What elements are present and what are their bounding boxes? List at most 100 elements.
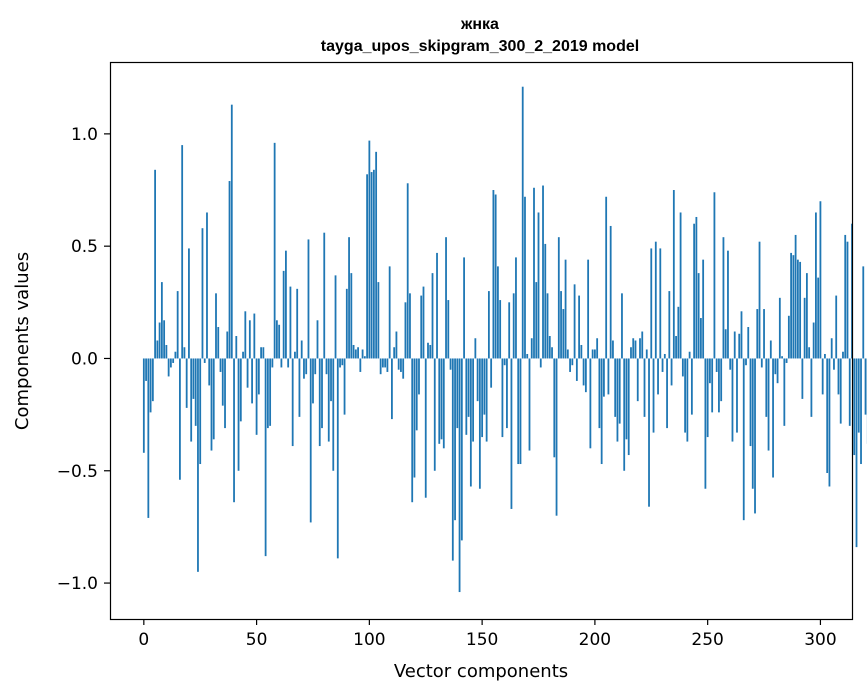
bar-118 xyxy=(409,293,411,359)
bar-194 xyxy=(580,344,583,359)
bar-170 xyxy=(526,353,529,359)
bar-11 xyxy=(167,358,170,377)
y-tick-label-2: 0.0 xyxy=(71,349,98,369)
bar-68 xyxy=(296,288,299,359)
bar-115 xyxy=(402,358,405,379)
bar-6 xyxy=(156,340,159,359)
bar-286 xyxy=(787,315,790,359)
bar-138 xyxy=(454,358,456,521)
bar-199 xyxy=(591,349,594,359)
bar-124 xyxy=(422,286,425,359)
bar-96 xyxy=(359,358,362,372)
bar-269 xyxy=(749,358,752,447)
bar-141 xyxy=(460,358,463,541)
bar-32 xyxy=(215,293,217,359)
bar-265 xyxy=(740,311,743,359)
bar-183 xyxy=(555,358,558,516)
bar-100 xyxy=(368,140,371,359)
bar-257 xyxy=(722,237,725,359)
bar-133 xyxy=(442,358,445,449)
bar-169 xyxy=(524,196,526,359)
bar-281 xyxy=(776,358,779,384)
y-tick-label-4: 1.0 xyxy=(71,125,98,145)
x-axis-label: Vector components xyxy=(394,661,568,682)
bar-120 xyxy=(413,358,416,478)
bar-249 xyxy=(704,358,707,489)
bar-53 xyxy=(262,347,265,359)
bar-302 xyxy=(824,353,826,359)
bar-159 xyxy=(501,358,504,438)
bar-137 xyxy=(451,358,454,561)
bar-10 xyxy=(165,344,168,359)
bar-70 xyxy=(300,340,303,359)
bar-303 xyxy=(826,358,829,474)
bar-117 xyxy=(406,183,409,359)
bar-7 xyxy=(158,322,161,359)
bar-127 xyxy=(429,344,432,359)
bar-35 xyxy=(221,358,224,406)
bar-113 xyxy=(397,358,400,370)
bar-164 xyxy=(512,293,515,359)
bar-63 xyxy=(285,250,287,359)
bar-65 xyxy=(289,286,292,359)
bar-56 xyxy=(269,358,272,426)
bar-301 xyxy=(821,358,824,395)
bar-116 xyxy=(404,302,407,359)
bar-192 xyxy=(575,358,578,381)
bar-34 xyxy=(219,358,222,372)
bar-202 xyxy=(598,358,601,429)
bar-71 xyxy=(303,358,305,379)
bar-279 xyxy=(772,358,774,478)
bar-134 xyxy=(445,237,447,359)
chart-subtitle: tayga_upos_skipgram_300_2_2019 model xyxy=(321,38,639,55)
bar-293 xyxy=(803,297,806,359)
bar-226 xyxy=(652,358,655,433)
bar-143 xyxy=(465,358,468,435)
bar-49 xyxy=(253,313,256,359)
bar-14 xyxy=(174,351,177,359)
bar-139 xyxy=(456,358,459,429)
bar-252 xyxy=(711,358,714,413)
bar-245 xyxy=(695,216,698,359)
bar-41 xyxy=(235,336,238,359)
bar-85 xyxy=(334,275,337,359)
x-tick-label-1: 50 xyxy=(246,630,268,650)
bar-161 xyxy=(506,358,508,429)
bar-290 xyxy=(796,259,799,359)
bar-18 xyxy=(183,347,186,359)
plot-frame xyxy=(109,61,854,621)
bar-292 xyxy=(801,358,804,399)
bar-114 xyxy=(400,358,402,372)
bar-145 xyxy=(469,358,472,487)
bar-190 xyxy=(571,358,574,366)
bar-29 xyxy=(208,358,211,386)
bar-128 xyxy=(431,273,434,359)
bar-22 xyxy=(192,358,195,399)
bar-264 xyxy=(738,333,741,359)
bar-299 xyxy=(817,277,820,359)
bar-276 xyxy=(765,358,768,417)
bar-61 xyxy=(280,358,283,368)
bar-147 xyxy=(474,338,477,359)
bar-44 xyxy=(242,351,244,359)
bar-9 xyxy=(163,320,166,359)
bar-26 xyxy=(201,228,204,359)
bar-12 xyxy=(169,358,172,368)
bar-88 xyxy=(341,358,344,366)
bar-1 xyxy=(145,358,147,381)
bar-308 xyxy=(837,358,840,395)
bar-298 xyxy=(815,212,817,359)
bar-136 xyxy=(449,358,452,370)
bar-125 xyxy=(424,358,427,498)
y-axis-ticks: −1.0 −0.5 0.0 0.5 1.0 xyxy=(57,125,110,594)
bar-220 xyxy=(639,338,641,359)
bar-230 xyxy=(661,358,664,372)
bar-248 xyxy=(702,259,705,359)
bar-240 xyxy=(684,358,686,433)
bar-83 xyxy=(330,358,332,402)
bar-195 xyxy=(582,358,585,386)
bar-30 xyxy=(210,358,213,451)
bar-205 xyxy=(605,196,608,359)
bar-193 xyxy=(578,295,580,359)
